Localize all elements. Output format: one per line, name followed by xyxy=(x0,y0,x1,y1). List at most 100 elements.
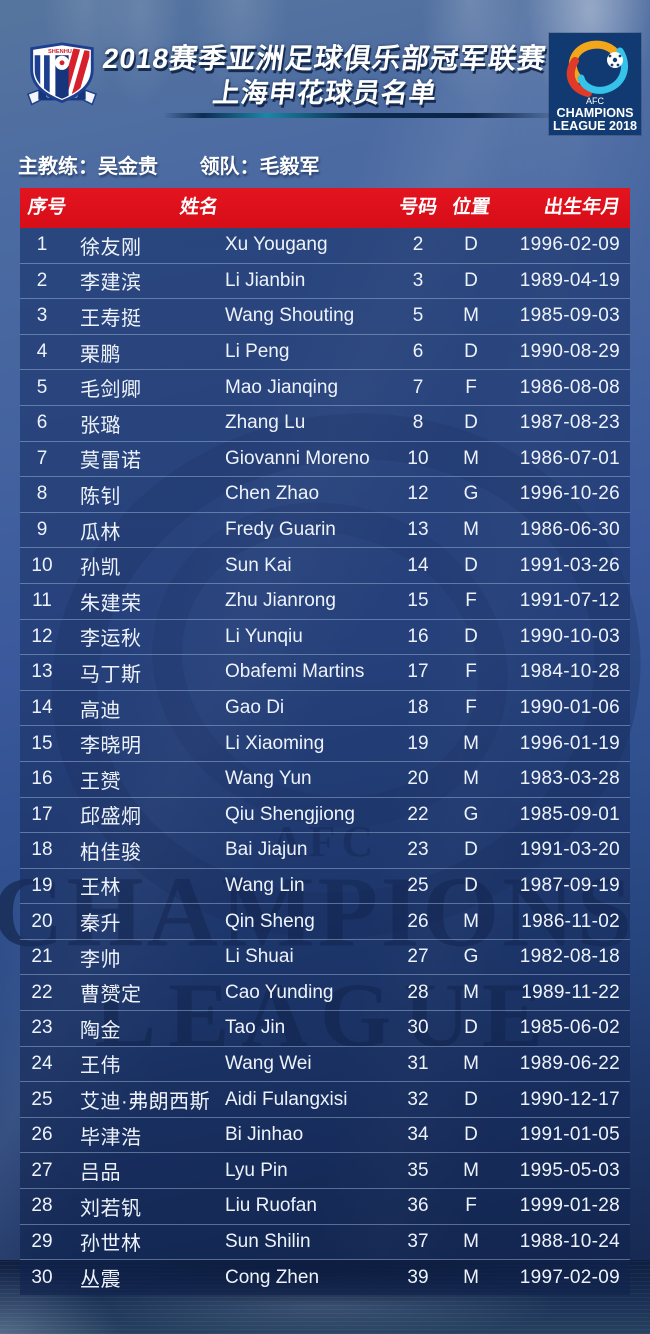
player-name-en: Li Jianbin xyxy=(225,269,306,291)
head-coach-text: 主教练：吴金贵 xyxy=(18,156,158,178)
player-name-cn: 孙凯 xyxy=(80,557,121,580)
player-name-cn: 李运秋 xyxy=(80,628,142,651)
table-row: 28 刘若钒 Liu Ruofan 36 F 1999-01-28 xyxy=(20,1188,630,1224)
position: D xyxy=(464,625,478,647)
position: D xyxy=(464,269,478,291)
shirt-number: 5 xyxy=(412,305,424,327)
player-name-en: Qiu Shengjiong xyxy=(225,803,355,825)
birth-date: 1986-07-01 xyxy=(519,447,620,469)
afc-logo-line1: AFC xyxy=(586,96,605,106)
shirt-number: 12 xyxy=(407,483,429,505)
player-name-en: Gao Di xyxy=(225,697,285,719)
row-number: 11 xyxy=(32,590,52,612)
shirt-number: 35 xyxy=(407,1159,429,1181)
shirt-number: 16 xyxy=(407,625,429,647)
birth-date: 1991-03-26 xyxy=(519,554,620,576)
player-name-cn: 高迪 xyxy=(80,699,121,722)
birth-date: 1989-04-19 xyxy=(519,269,620,291)
player-name-en: Li Yunqiu xyxy=(225,625,303,647)
title-divider xyxy=(163,113,561,118)
birth-date: 1991-01-05 xyxy=(519,1124,620,1146)
table-row: 27 吕品 Lyu Pin 35 M 1995-05-03 xyxy=(20,1152,630,1188)
afc-champions-league-logo-icon: AFC CHAMPIONS LEAGUE 2018 xyxy=(549,33,641,135)
row-number: 7 xyxy=(36,447,48,469)
table-row: 23 陶金 Tao Jin 30 D 1985-06-02 xyxy=(20,1010,630,1046)
table-row: 16 王赟 Wang Yun 20 M 1983-03-28 xyxy=(20,760,630,797)
position: D xyxy=(464,341,478,363)
row-number: 28 xyxy=(31,1195,53,1217)
shirt-number: 25 xyxy=(407,874,429,896)
shirt-number: 17 xyxy=(407,661,429,683)
position: F xyxy=(465,590,477,612)
table-row: 26 毕津浩 Bi Jinhao 34 D 1991-01-05 xyxy=(20,1116,630,1153)
table-row: 25 艾迪·弗朗西斯 Aidi Fulangxisi 32 D 1990-12-… xyxy=(20,1081,630,1117)
afc-logo-line3: LEAGUE 2018 xyxy=(553,119,637,133)
player-name-cn: 毛剑卿 xyxy=(80,379,142,402)
position: M xyxy=(463,1159,479,1181)
position: F xyxy=(465,1195,477,1217)
birth-date: 1999-01-28 xyxy=(519,1195,620,1217)
player-name-cn: 王伟 xyxy=(80,1055,121,1078)
table-row: 1 徐友刚 Xu Yougang 2 D 1996-02-09 xyxy=(20,228,630,263)
player-name-cn: 吕品 xyxy=(80,1162,121,1185)
row-number: 1 xyxy=(36,234,48,256)
player-name-en: Li Xiaoming xyxy=(225,732,325,754)
position: D xyxy=(464,1017,478,1039)
row-number: 21 xyxy=(31,946,53,968)
position: M xyxy=(463,1266,479,1288)
header-cell-position: 位置 xyxy=(450,197,492,218)
birth-date: 1987-09-19 xyxy=(519,874,620,896)
table-row: 14 高迪 Gao Di 18 F 1990-01-06 xyxy=(20,689,630,726)
table-row: 2 李建滨 Li Jianbin 3 D 1989-04-19 xyxy=(20,262,630,299)
position: D xyxy=(464,1088,478,1110)
shirt-number: 2 xyxy=(412,234,424,256)
player-name-en: Li Peng xyxy=(225,341,290,363)
birth-date: 1990-08-29 xyxy=(519,341,620,363)
player-name-cn: 王赟 xyxy=(80,770,121,793)
birth-date: 1990-10-03 xyxy=(519,625,620,647)
shirt-number: 27 xyxy=(407,946,429,968)
birth-date: 1982-08-18 xyxy=(519,946,620,968)
shirt-number: 15 xyxy=(407,590,429,612)
table-row: 15 李晓明 Li Xiaoming 19 M 1996-01-19 xyxy=(20,725,630,761)
table-body: 1 徐友刚 Xu Yougang 2 D 1996-02-09 2 李建滨 Li… xyxy=(20,228,630,1295)
player-name-en: Wang Wei xyxy=(225,1052,312,1074)
shirt-number: 28 xyxy=(407,981,429,1003)
position: G xyxy=(463,803,479,825)
birth-date: 1988-10-24 xyxy=(519,1230,620,1252)
position: F xyxy=(465,697,477,719)
player-name-cn: 徐友刚 xyxy=(80,236,142,259)
row-number: 4 xyxy=(36,341,48,363)
position: D xyxy=(464,234,478,256)
birth-date: 1991-07-12 xyxy=(519,590,620,612)
table-row: 8 陈钊 Chen Zhao 12 G 1996-10-26 xyxy=(20,476,630,512)
row-number: 23 xyxy=(31,1017,53,1039)
birth-date: 1986-08-08 xyxy=(519,376,620,398)
player-name-en: Aidi Fulangxisi xyxy=(225,1088,348,1110)
position: D xyxy=(464,874,478,896)
table-row: 6 张璐 Zhang Lu 8 D 1987-08-23 xyxy=(20,404,630,441)
player-name-en: Sun Shilin xyxy=(225,1230,311,1252)
player-name-cn: 陈钊 xyxy=(80,485,121,508)
player-name-cn: 陶金 xyxy=(80,1019,121,1042)
shirt-number: 37 xyxy=(407,1230,429,1252)
position: M xyxy=(463,305,479,327)
shirt-number: 19 xyxy=(407,732,429,754)
row-number: 22 xyxy=(31,981,53,1003)
header-cell-birthdate: 出生年月 xyxy=(542,197,622,218)
birth-date: 1995-05-03 xyxy=(519,1159,620,1181)
table-row: 19 王林 Wang Lin 25 D 1987-09-19 xyxy=(20,867,630,904)
shenhua-crest-icon: GREENLAND SHENHUA xyxy=(26,42,98,106)
table-row: 3 王寿挺 Wang Shouting 5 M 1985-09-03 xyxy=(20,298,630,334)
player-name-en: Giovanni Moreno xyxy=(225,447,370,469)
birth-date: 1996-10-26 xyxy=(519,483,620,505)
player-name-en: Sun Kai xyxy=(225,554,292,576)
player-name-cn: 李晓明 xyxy=(80,735,142,758)
player-name-en: Cong Zhen xyxy=(225,1266,320,1288)
table-row: 18 柏佳骏 Bai Jiajun 23 D 1991-03-20 xyxy=(20,832,630,868)
birth-date: 1996-02-09 xyxy=(519,234,620,256)
player-name-en: Wang Yun xyxy=(225,768,312,790)
player-name-en: Zhu Jianrong xyxy=(225,590,336,612)
header-cell-number: 号码 xyxy=(397,197,439,218)
